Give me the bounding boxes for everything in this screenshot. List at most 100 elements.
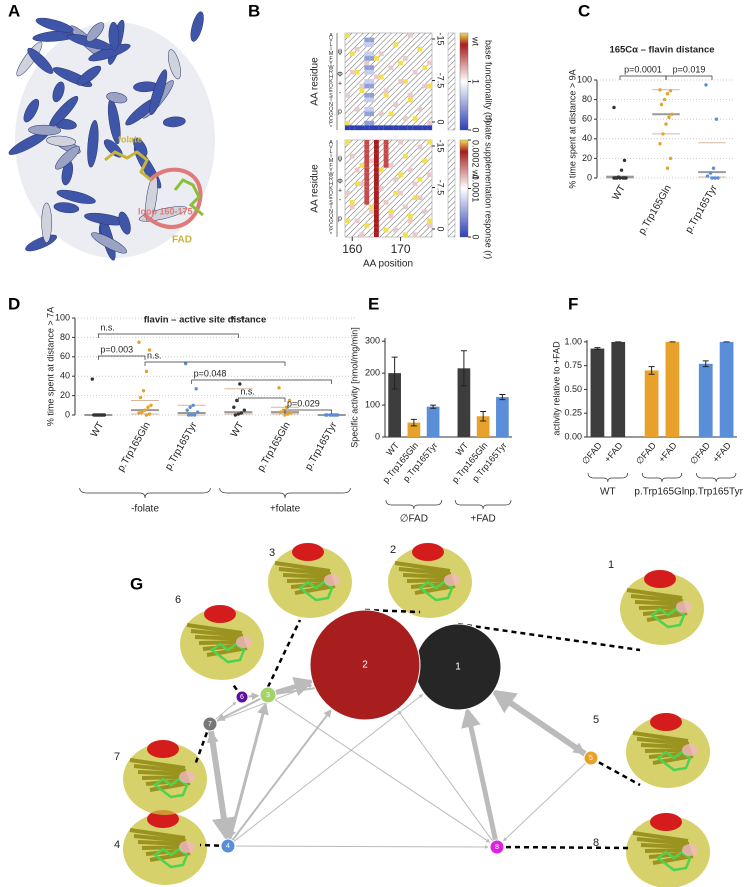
image-label: 2 (390, 544, 396, 556)
helix (167, 49, 181, 80)
residue-label: M (329, 51, 334, 57)
heatmap-cell (417, 195, 423, 201)
edge (492, 690, 586, 755)
bar (644, 370, 659, 437)
y-tick-label: 60 (60, 351, 70, 361)
state-node (259, 686, 277, 704)
heatmap-cell (407, 93, 413, 98)
image-label: 8 (593, 837, 599, 849)
data-point (658, 142, 662, 146)
data-point (102, 413, 107, 417)
data-point (144, 369, 149, 374)
data-point (183, 361, 188, 366)
residue-label: F (329, 163, 333, 169)
image-label: 5 (593, 714, 599, 726)
heatmap-cell (349, 51, 355, 57)
data-point (670, 112, 674, 117)
heatmap-cell (364, 120, 370, 126)
data-point (232, 405, 236, 409)
residue-label: S (329, 200, 333, 206)
helix (108, 22, 120, 51)
residue-label: Y (329, 167, 333, 173)
heatmap-cell (354, 181, 360, 187)
residue-label: Y (329, 60, 333, 66)
annotation: FAD (172, 235, 192, 246)
strand (636, 737, 690, 746)
strand (634, 600, 685, 606)
strand (190, 629, 244, 638)
heatmap-cell (388, 163, 394, 168)
state-node (489, 839, 505, 855)
data-point (284, 405, 289, 409)
panel-label: E (368, 294, 379, 313)
x-tick-label: ∅FAD (634, 440, 658, 466)
image-label: 1 (608, 559, 614, 571)
edge (231, 709, 332, 842)
heatmap-cell (364, 200, 370, 205)
heatmap-cell (427, 223, 432, 228)
structure-image (626, 713, 710, 788)
ligand (173, 178, 204, 217)
panel-label: A (8, 1, 20, 20)
annotation: n.s. (147, 350, 162, 360)
residue-label: F (329, 56, 333, 62)
helix (650, 813, 682, 831)
heatmap-cell (383, 158, 389, 164)
x-tick-label: ∅FAD (580, 440, 604, 466)
colorbar-tick-label: 0.0001 (471, 175, 481, 203)
connector (266, 619, 302, 688)
heatmap-cell (364, 176, 370, 182)
heatmap-cell (393, 125, 399, 130)
significance-bracket (284, 409, 333, 414)
heatmap-cell (349, 200, 355, 205)
edge (461, 707, 498, 841)
heatmap-cell (417, 125, 423, 130)
strand (137, 840, 188, 846)
heatmap-cell (393, 42, 399, 47)
strand (398, 567, 452, 576)
residue-label: * (330, 125, 333, 131)
strand (632, 831, 689, 843)
state-node (220, 838, 236, 854)
edge (502, 762, 587, 842)
panel-label: F (568, 294, 578, 313)
helix (76, 65, 102, 86)
heatmap-cell (403, 153, 408, 159)
heatmap-cell (383, 88, 389, 94)
y-tick-label: 20 (582, 153, 592, 163)
heatmap-cell (364, 181, 370, 187)
helix (106, 92, 128, 104)
residue-label: W (328, 65, 334, 71)
heatmap-cell (383, 227, 389, 233)
heatmap-cell (374, 167, 379, 173)
heatmap-cell (374, 232, 379, 237)
heatmap-cell (374, 163, 379, 168)
annotation: n.s. (100, 322, 115, 332)
data-point (96, 413, 101, 417)
heatmap-cell (374, 213, 379, 219)
heatmap-cell (345, 93, 350, 98)
data-point (235, 398, 239, 403)
data-point (144, 413, 149, 417)
helix (53, 202, 80, 214)
strand (137, 770, 188, 776)
strand (129, 758, 186, 770)
heatmap-cell (374, 74, 379, 80)
residue-label: Q (329, 214, 334, 220)
data-point (622, 158, 627, 163)
y-tick-label: 100 (365, 399, 380, 409)
group-label: p (338, 215, 342, 222)
y-tick-label: 0 (375, 431, 380, 441)
heatmap-cell (374, 218, 379, 224)
residue-label: R (329, 177, 333, 183)
group-label: +folate (270, 504, 301, 515)
structure-image (620, 570, 704, 645)
heatmap-cell (422, 158, 428, 164)
heatmap-cell (374, 204, 379, 210)
panel-label: G (130, 574, 143, 593)
group-label: ∅FAD (400, 514, 428, 525)
data-point (705, 174, 710, 178)
error-bar (410, 418, 417, 427)
heatmap-cell (378, 167, 384, 173)
y-tick-label: 200 (365, 368, 380, 378)
